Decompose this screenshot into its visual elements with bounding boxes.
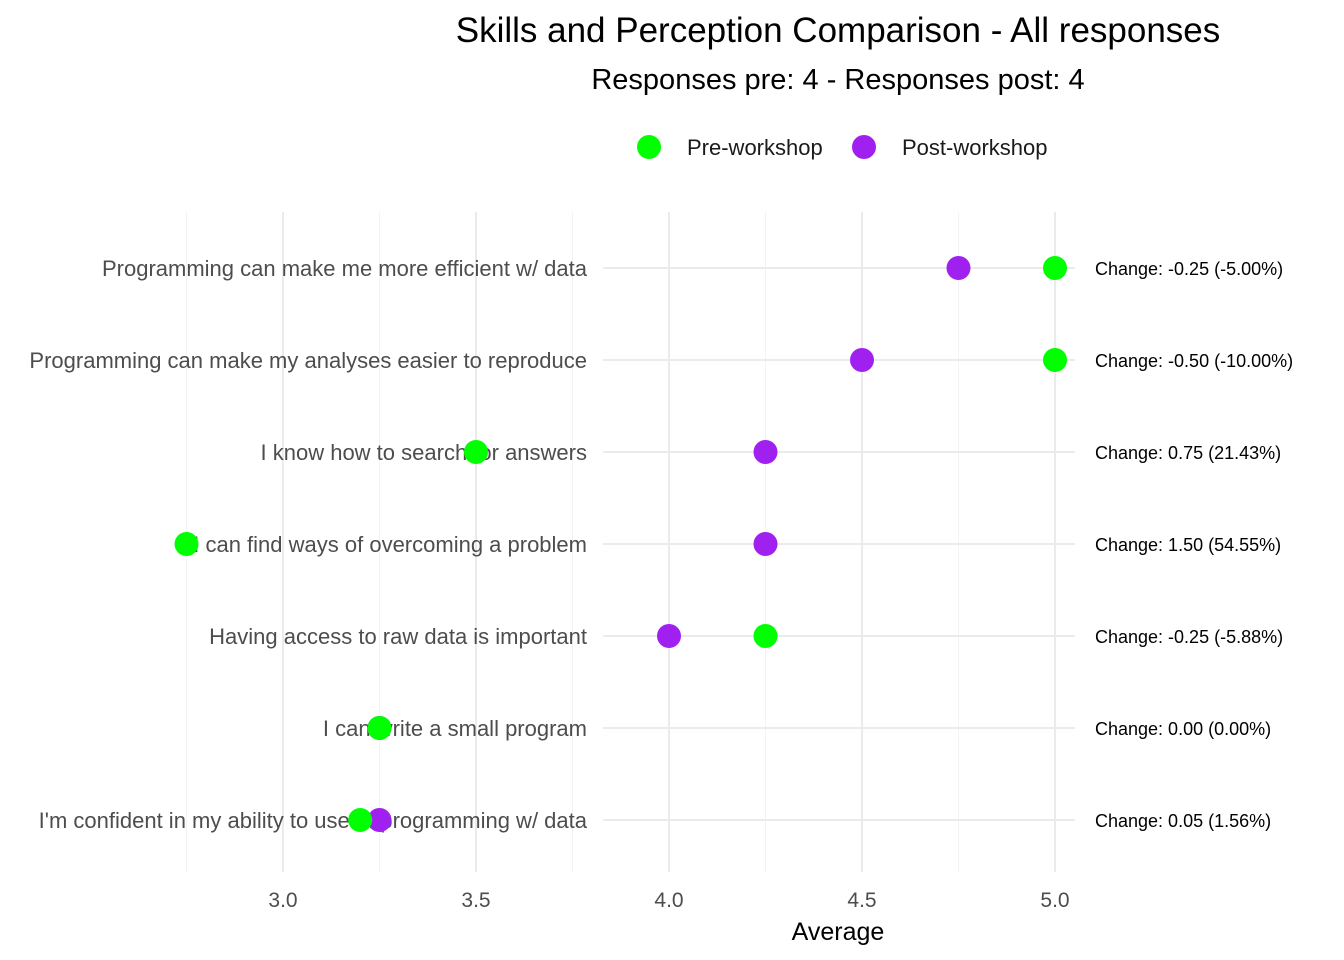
category-label: Programming can make my analyses easier … <box>29 348 587 373</box>
point-pre-workshop <box>348 808 373 832</box>
x-tick-label: 4.5 <box>847 889 876 912</box>
x-tick-labels: 3.0 3.5 4.0 4.5 5.0 <box>268 889 1069 912</box>
point-post-workshop <box>753 440 778 464</box>
category-label: I'm confident in my ability to use of pr… <box>39 808 588 833</box>
legend-label-post: Post-workshop <box>902 135 1048 160</box>
category-label: I can write a small program <box>323 716 587 741</box>
point-post-workshop <box>850 348 874 372</box>
x-tick-label: 3.0 <box>268 889 297 912</box>
point-pre-workshop <box>367 716 392 740</box>
x-tick-label: 5.0 <box>1040 889 1069 912</box>
legend-marker-post <box>852 135 876 159</box>
point-pre-workshop <box>753 624 778 648</box>
category-labels: Programming can make me more efficient w… <box>29 256 587 833</box>
chart-title: Skills and Perception Comparison - All r… <box>456 11 1221 50</box>
change-labels: Change: -0.25 (-5.00%) Change: -0.50 (-10… <box>1095 259 1293 831</box>
point-pre-workshop <box>464 440 488 464</box>
legend-marker-pre <box>637 135 661 159</box>
change-annotation: Change: 0.05 (1.56%) <box>1095 811 1271 831</box>
legend-label-pre: Pre-workshop <box>687 135 823 160</box>
point-pre-workshop <box>1043 256 1067 280</box>
change-annotation: Change: -0.50 (-10.00%) <box>1095 351 1293 371</box>
point-post-workshop <box>657 624 681 648</box>
point-post-workshop <box>753 532 778 556</box>
point-post-workshop <box>946 256 971 280</box>
change-annotation: Change: -0.25 (-5.00%) <box>1095 259 1283 279</box>
x-tick-label: 3.5 <box>461 889 490 912</box>
change-annotation: Change: 1.50 (54.55%) <box>1095 535 1281 555</box>
legend: Pre-workshop Post-workshop <box>637 135 1048 160</box>
grid <box>186 212 1075 872</box>
x-tick-label: 4.0 <box>654 889 683 912</box>
data-points <box>174 256 1067 832</box>
change-annotation: Change: -0.25 (-5.88%) <box>1095 627 1283 647</box>
chart-subtitle: Responses pre: 4 - Responses post: 4 <box>591 64 1084 96</box>
category-label: I know how to search for answers <box>261 440 587 465</box>
x-axis-title: Average <box>792 918 885 946</box>
point-pre-workshop <box>1043 348 1067 372</box>
category-label: Having access to raw data is important <box>209 624 587 649</box>
change-annotation: Change: 0.00 (0.00%) <box>1095 719 1271 739</box>
point-pre-workshop <box>174 532 199 556</box>
change-annotation: Change: 0.75 (21.43%) <box>1095 443 1281 463</box>
point-post-workshop <box>367 808 392 832</box>
category-label: I can find ways of overcoming a problem <box>193 532 587 557</box>
category-label: Programming can make me more efficient w… <box>102 256 588 281</box>
